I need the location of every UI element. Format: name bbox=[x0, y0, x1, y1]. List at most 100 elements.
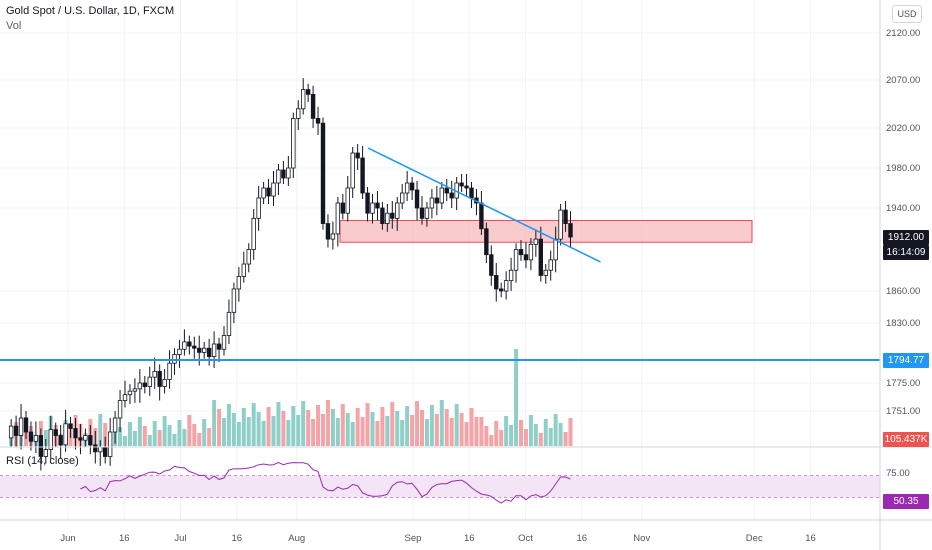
volume-bar bbox=[533, 424, 538, 446]
candle-body bbox=[112, 417, 118, 433]
candle-body bbox=[449, 192, 454, 199]
volume-bar bbox=[420, 410, 424, 446]
candle-body bbox=[310, 94, 316, 119]
countdown-tag: 16:14:09 bbox=[883, 245, 929, 260]
volume-bar bbox=[157, 430, 162, 446]
candle-body bbox=[271, 182, 276, 197]
volume-bar bbox=[459, 413, 464, 446]
candle-body bbox=[236, 276, 242, 290]
time-tick-label: 16 bbox=[576, 533, 587, 544]
candle-body bbox=[122, 394, 128, 401]
volume-bar bbox=[172, 434, 177, 446]
volume-bar bbox=[360, 417, 365, 446]
volume-bar bbox=[340, 404, 345, 446]
volume-bar bbox=[484, 426, 489, 446]
volume-bar bbox=[266, 407, 271, 446]
volume-bar bbox=[118, 427, 123, 446]
candle-body bbox=[350, 152, 355, 189]
candle-body bbox=[325, 223, 331, 240]
candle-body bbox=[429, 197, 435, 209]
volume-bar bbox=[415, 401, 420, 446]
volume-bar bbox=[162, 416, 167, 446]
volume-bar bbox=[177, 420, 182, 446]
candle-body bbox=[513, 249, 519, 271]
candle-body bbox=[78, 437, 83, 441]
candle-body bbox=[226, 311, 232, 337]
candle-body bbox=[132, 388, 138, 392]
candle-body bbox=[424, 207, 430, 219]
volume-bar bbox=[43, 430, 48, 446]
support-level-tag: 1794.77 bbox=[883, 353, 929, 368]
candle-body bbox=[23, 417, 29, 433]
volume-bar bbox=[449, 418, 454, 446]
time-axis: Jun 16 Jul 16 Aug Sep 16 Oct 16 Nov Dec 16 bbox=[60, 533, 815, 544]
candle-body bbox=[380, 207, 385, 224]
candle-body bbox=[543, 269, 548, 276]
candle-body bbox=[365, 192, 370, 214]
candle-body bbox=[484, 228, 489, 256]
volume-bar bbox=[192, 424, 197, 446]
price-tick-label: 1940.00 bbox=[886, 203, 920, 214]
volume-bar bbox=[558, 423, 563, 446]
volume-bar bbox=[385, 416, 390, 446]
volume-bar bbox=[350, 422, 355, 446]
candle-body bbox=[459, 182, 464, 187]
candle-body bbox=[395, 202, 400, 219]
candle-body bbox=[88, 435, 93, 446]
candle-body bbox=[434, 197, 440, 204]
candle-body bbox=[414, 189, 420, 209]
price-tick-label: 1775.00 bbox=[886, 378, 920, 389]
candle-body bbox=[533, 238, 539, 245]
price-tick-label: 1980.00 bbox=[886, 163, 920, 174]
price-tick-label: 1751.00 bbox=[886, 406, 920, 417]
candle-body bbox=[241, 263, 246, 277]
candle-body bbox=[58, 435, 63, 446]
candle-body bbox=[508, 269, 514, 282]
time-tick-label: Jul bbox=[174, 533, 186, 544]
candle-body bbox=[315, 118, 321, 124]
time-tick-label: 16 bbox=[231, 533, 242, 544]
candle-body bbox=[375, 202, 380, 209]
candle-body bbox=[53, 429, 58, 436]
volume-bar bbox=[464, 422, 469, 446]
price-tick-label: 1860.00 bbox=[886, 286, 920, 297]
volume-bar bbox=[123, 436, 127, 446]
candle-body bbox=[528, 243, 534, 261]
candle-body bbox=[291, 118, 296, 169]
volume-bar bbox=[142, 426, 147, 446]
candle-body bbox=[385, 212, 390, 224]
candle-body bbox=[162, 379, 167, 387]
volume-bar bbox=[147, 435, 152, 446]
candle-body bbox=[192, 345, 197, 349]
rsi-line bbox=[80, 461, 571, 504]
candle-body bbox=[231, 288, 237, 313]
volume-bar bbox=[286, 420, 291, 446]
time-tick-label: 16 bbox=[119, 533, 130, 544]
volume-bar bbox=[405, 406, 410, 446]
time-tick-label: Jun bbox=[60, 533, 75, 544]
volume-bar bbox=[261, 421, 266, 446]
candle-body bbox=[117, 400, 123, 419]
candle-body bbox=[330, 233, 336, 240]
volume-bar bbox=[212, 400, 217, 446]
drawings bbox=[0, 147, 880, 361]
currency-button[interactable]: USD bbox=[892, 5, 922, 23]
candle-body bbox=[187, 341, 192, 347]
candle-body bbox=[494, 275, 499, 290]
candle-body bbox=[444, 187, 449, 194]
candle-body bbox=[13, 425, 19, 436]
resistance-zone-layer bbox=[339, 219, 753, 243]
price-tick-label: 2070.00 bbox=[886, 75, 920, 86]
volume-bar bbox=[523, 429, 528, 446]
candle-body bbox=[553, 238, 558, 261]
candle-body bbox=[518, 249, 524, 256]
candle-body bbox=[503, 280, 509, 292]
volume-bar bbox=[345, 413, 350, 446]
volume-bar bbox=[197, 433, 202, 446]
candle-body bbox=[390, 212, 395, 219]
volume-bar bbox=[296, 415, 301, 446]
candle-body bbox=[538, 238, 543, 276]
candle-body bbox=[345, 187, 350, 214]
volume-bar bbox=[548, 428, 553, 446]
